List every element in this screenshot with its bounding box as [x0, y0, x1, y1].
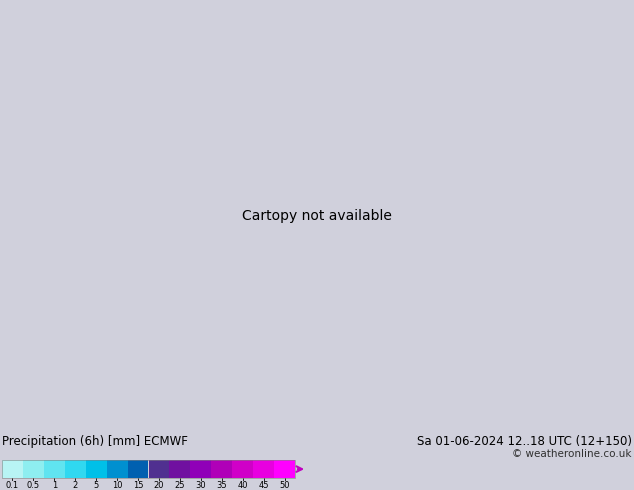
- Bar: [65, 460, 86, 478]
- Bar: [232, 460, 253, 478]
- Text: Sa 01-06-2024 12..18 UTC (12+150): Sa 01-06-2024 12..18 UTC (12+150): [417, 435, 632, 448]
- Bar: [2, 460, 295, 478]
- Text: 1: 1: [52, 481, 57, 490]
- Bar: [148, 460, 169, 478]
- Bar: [190, 460, 211, 478]
- Bar: [274, 460, 295, 478]
- Text: Cartopy not available: Cartopy not available: [242, 209, 392, 222]
- Text: 45: 45: [259, 481, 269, 490]
- Text: 15: 15: [133, 481, 143, 490]
- Text: Precipitation (6h) [mm] ECMWF: Precipitation (6h) [mm] ECMWF: [2, 435, 188, 448]
- Bar: [211, 460, 232, 478]
- Text: 20: 20: [153, 481, 164, 490]
- Bar: [23, 460, 44, 478]
- Bar: [107, 460, 127, 478]
- Bar: [86, 460, 107, 478]
- Text: © weatheronline.co.uk: © weatheronline.co.uk: [512, 449, 632, 459]
- Text: 30: 30: [195, 481, 206, 490]
- Text: 2: 2: [73, 481, 78, 490]
- Text: 35: 35: [216, 481, 227, 490]
- Bar: [127, 460, 148, 478]
- Text: 50: 50: [280, 481, 290, 490]
- Bar: [169, 460, 190, 478]
- Text: 40: 40: [237, 481, 248, 490]
- Bar: [253, 460, 274, 478]
- Text: 25: 25: [174, 481, 185, 490]
- Bar: [2, 460, 23, 478]
- Text: 10: 10: [112, 481, 122, 490]
- Text: 0.1: 0.1: [6, 481, 19, 490]
- Text: 5: 5: [94, 481, 99, 490]
- Text: 0.5: 0.5: [27, 481, 40, 490]
- Bar: [44, 460, 65, 478]
